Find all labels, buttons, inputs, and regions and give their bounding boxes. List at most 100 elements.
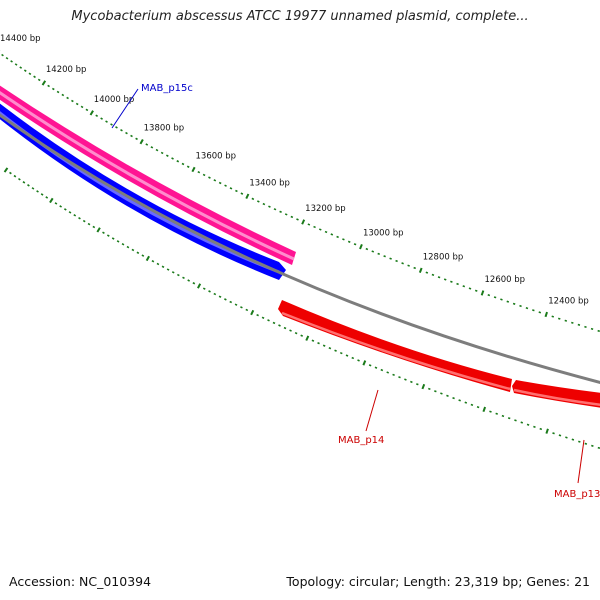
inner-ring-minor-tick [18,177,21,181]
outer-ring-minor-tick [431,273,435,277]
inner-ring-minor-tick [111,237,115,240]
inner-ring-minor-tick [36,190,39,193]
outer-ring-minor-tick [389,257,392,260]
inner-ring-minor-tick [446,394,449,397]
tick-label: 13800 bp [144,124,185,134]
outer-ring-minor-tick [296,218,299,221]
plasmid-backbone [0,113,600,384]
outer-ring-minor-tick [71,99,74,103]
outer-ring-minor-tick [110,123,113,126]
inner-ring-minor-tick [202,287,206,290]
inner-ring-major-tick [362,360,367,366]
gene-arrow-mab-p14[interactable] [278,300,512,392]
outer-ring-minor-tick [313,225,316,229]
outer-ring-minor-tick [14,63,18,66]
gene-track-reverse[interactable] [278,300,600,409]
outer-ring-minor-tick [80,105,84,109]
outer-ring-minor-tick [336,235,339,239]
gene-arrow-blue[interactable] [0,88,286,280]
outer-ring-minor-tick [176,160,180,163]
inner-ring-minor-tick [328,347,332,350]
inner-ring-minor-tick [54,202,58,205]
inner-ring-minor-tick [87,222,91,226]
inner-ring-major-tick [250,309,255,316]
inner-ring-minor-tick [102,231,105,235]
gene-label-mab-p15c[interactable]: MAB_p15c [141,83,193,94]
outer-ring-minor-tick [125,131,128,135]
inner-ring-minor-tick [63,208,67,211]
inner-ring-minor-tick [116,240,120,243]
outer-ring-minor-tick [262,202,266,206]
outer-ring-minor-tick [450,280,453,283]
tick-label: 12400 bp [548,296,589,306]
outer-ring-minor-tick [75,102,79,106]
outer-ring-minor-tick [257,200,260,203]
gene-label-mab-p14[interactable]: MAB_p14 [338,435,384,446]
inner-ring-minor-tick [311,339,315,342]
inner-ring-major-tick [197,283,202,289]
inner-ring-minor-tick [404,378,407,381]
outer-ring-minor-tick [66,96,69,100]
inner-ring-minor-tick [121,243,125,246]
outer-ring-minor-tick [474,289,478,292]
inner-ring-minor-tick [27,184,30,187]
outer-ring-minor-tick [130,134,133,138]
gene-label-mab-p13[interactable]: MAB_p13 [554,489,600,500]
inner-ring-minor-tick [156,262,160,266]
gene-arrow-mab-p14-highlight [281,311,511,391]
topology-summary: Topology: circular; Length: 23,319 bp; G… [286,574,590,589]
gene-label-leader-mab-p14 [365,389,379,432]
inner-ring-minor-tick [177,273,180,277]
inner-ring-minor-tick [234,303,238,306]
outer-ring-minor-tick [251,197,255,201]
outer-ring-minor-tick [342,238,345,241]
inner-ring-major-tick [96,227,101,233]
tick-label: 13600 bp [196,151,237,161]
inner-ring-minor-tick [59,205,62,208]
outer-ring-minor-tick [197,170,201,174]
inner-ring-minor-tick [392,373,395,377]
outer-ring-minor-tick [377,252,381,256]
outer-ring-minor-tick [273,208,277,211]
outer-ring-minor-tick [401,262,404,265]
inner-ring-minor-tick [151,259,155,263]
outer-ring-minor-tick [347,240,351,243]
outer-ring-major-tick [480,290,485,296]
outer-ring-minor-tick [47,84,50,88]
inner-ring-minor-tick [136,251,140,255]
inner-ring-minor-tick [13,174,17,178]
inner-ring-minor-tick [218,295,222,298]
outer-ring-minor-tick [493,296,497,299]
inner-ring-major-tick [49,197,54,204]
outer-ring-minor-tick [365,247,369,251]
outer-ring-minor-tick [383,255,386,258]
gene-label-group: MAB_p15c MAB_p14 MAB_p13 [111,83,600,500]
inner-ring-minor-tick [289,329,292,332]
outer-ring-minor-tick [330,233,334,236]
gene-arrow-pink[interactable] [0,72,296,265]
outer-ring-minor-tick [33,75,36,79]
outer-ring-minor-tick [181,162,185,166]
outer-ring-minor-tick [437,276,441,279]
outer-ring-minor-tick [224,184,227,187]
gene-label-leader-mab-p15c [111,88,139,129]
inner-ring-minor-tick [131,248,135,252]
inner-ring-minor-tick [380,368,384,372]
inner-ring-major-tick [421,383,426,390]
gene-track-forward-a[interactable] [0,72,296,265]
outer-ring-minor-tick [51,87,55,91]
gene-arrow-mab-p13[interactable] [512,380,600,409]
tick-label: 12800 bp [423,252,464,262]
outer-ring-minor-tick [240,192,244,195]
inner-ring-minor-tick [440,392,443,395]
inner-ring-minor-tick [82,219,86,223]
inner-ring-minor-tick [256,313,259,317]
inner-ring-minor-tick [489,410,492,413]
outer-ring-minor-tick [61,93,65,97]
inner-ring-minor-tick [106,234,110,237]
outer-ring-minor-tick [500,298,503,301]
inner-ring-minor-tick [283,326,287,330]
outer-ring-minor-tick [208,176,211,179]
outer-ring-minor-tick [506,300,510,303]
